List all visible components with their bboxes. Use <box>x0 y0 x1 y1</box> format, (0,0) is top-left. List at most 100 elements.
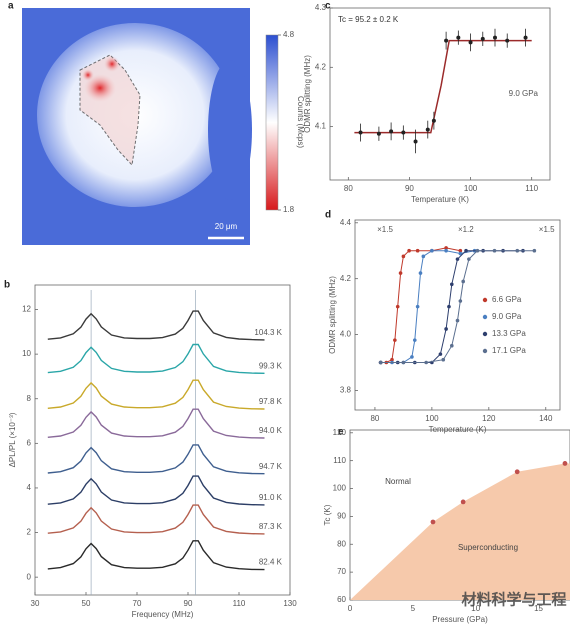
colorbar <box>265 34 279 211</box>
data-point <box>562 461 568 466</box>
data-point <box>455 257 460 261</box>
y-axis-label: ODMR splitting (MHz) <box>303 55 312 133</box>
y-tick-label: 4.2 <box>315 62 327 71</box>
x-tick-label: 90 <box>405 184 414 193</box>
y-tick-label: 70 <box>337 567 346 576</box>
x-tick-label: 30 <box>31 599 40 608</box>
data-point <box>444 248 448 253</box>
data-point <box>444 38 449 43</box>
y-tick-label: 60 <box>337 595 346 604</box>
data-point <box>438 352 443 356</box>
data-point <box>401 360 406 365</box>
data-point <box>376 131 381 136</box>
panel-letter: d <box>325 210 331 221</box>
hotspot <box>104 56 120 72</box>
plot-frame <box>34 284 291 596</box>
data-point <box>515 248 520 253</box>
legend-label: 9.0 GPa <box>492 312 522 321</box>
y-tick-label: 80 <box>337 539 346 548</box>
data-point <box>407 248 411 253</box>
data-point <box>441 357 446 362</box>
y-tick-label: 90 <box>337 512 346 521</box>
panel-letter: c <box>325 1 331 12</box>
data-point <box>413 139 418 144</box>
series-label: 104.3 K <box>254 328 282 337</box>
legend-label: 13.3 GPa <box>492 329 526 338</box>
series-label: 94.7 K <box>259 462 283 471</box>
x-axis-label: Temperature (K) <box>411 195 469 204</box>
region-label: Superconducting <box>458 543 518 552</box>
series-line <box>47 310 265 341</box>
data-point <box>450 343 454 348</box>
plot-frame <box>354 219 561 411</box>
watermark: 材料科学与工程 <box>461 591 566 609</box>
x-axis-label: Frequency (MHz) <box>132 610 194 619</box>
data-point <box>532 248 537 253</box>
data-point <box>424 360 428 365</box>
data-point <box>430 519 436 525</box>
scale-bar-label: 20 μm <box>215 222 238 231</box>
legend-label: 6.6 GPa <box>492 295 522 304</box>
data-point <box>418 271 423 275</box>
series-line <box>380 250 475 363</box>
x-tick-label: 120 <box>482 414 496 423</box>
series-label: 87.3 K <box>259 522 283 531</box>
panel-letter: a <box>8 1 14 12</box>
series-line <box>47 444 265 475</box>
data-point <box>401 254 406 259</box>
x-tick-label: 70 <box>133 599 142 608</box>
series-line <box>47 408 265 439</box>
x-tick-label: 80 <box>370 414 379 423</box>
panel-letter: e <box>338 427 344 438</box>
series-label: 99.3 K <box>259 361 283 370</box>
legend-label: 17.1 GPa <box>492 346 526 355</box>
y-tick-label: 110 <box>333 456 346 465</box>
y-tick-label: 100 <box>333 484 347 493</box>
series-line <box>47 379 265 410</box>
data-point <box>401 130 406 135</box>
y-tick-label: 4.1 <box>315 122 327 131</box>
annotation: ×1.5 <box>539 225 555 234</box>
y-tick-label: 0 <box>27 572 32 581</box>
series-label: 91.0 K <box>259 493 283 502</box>
annotation: ×1.5 <box>377 225 393 234</box>
data-point <box>514 469 520 475</box>
data-point <box>425 127 430 132</box>
data-point <box>393 338 397 342</box>
series-line <box>47 540 265 571</box>
data-point <box>410 355 414 359</box>
plot-frame <box>329 7 551 181</box>
series-line <box>47 343 265 374</box>
data-point <box>492 248 497 253</box>
y-tick-label: 4.4 <box>340 218 352 227</box>
y-tick-label: 4.2 <box>340 274 352 283</box>
y-tick-label: 8 <box>27 394 32 403</box>
legend-marker <box>482 331 488 337</box>
data-point <box>458 251 463 256</box>
data-point <box>421 254 426 259</box>
data-point <box>447 304 451 309</box>
x-tick-label: 10 <box>471 604 480 613</box>
y-tick-label: 2 <box>27 528 32 537</box>
superconducting-region <box>350 463 570 600</box>
legend-marker <box>482 297 488 303</box>
data-point <box>460 499 466 505</box>
x-tick-label: 15 <box>534 604 543 613</box>
series-label: 82.4 K <box>259 558 283 567</box>
data-point <box>431 118 436 123</box>
x-axis-label: Pressure (GPa) <box>432 615 488 624</box>
y-tick-label: 4.3 <box>315 3 327 12</box>
x-tick-label: 110 <box>525 184 538 193</box>
x-tick-label: 50 <box>82 599 91 608</box>
data-point <box>378 360 383 365</box>
y-tick-label: 4.0 <box>340 330 352 339</box>
data-point <box>358 130 363 135</box>
data-point <box>461 279 465 284</box>
data-point <box>444 246 448 250</box>
region-label: Normal <box>385 477 411 486</box>
panel-letter: b <box>4 280 10 291</box>
data-point <box>444 327 448 331</box>
y-tick-label: 10 <box>22 349 31 358</box>
x-tick-label: 5 <box>411 604 416 613</box>
